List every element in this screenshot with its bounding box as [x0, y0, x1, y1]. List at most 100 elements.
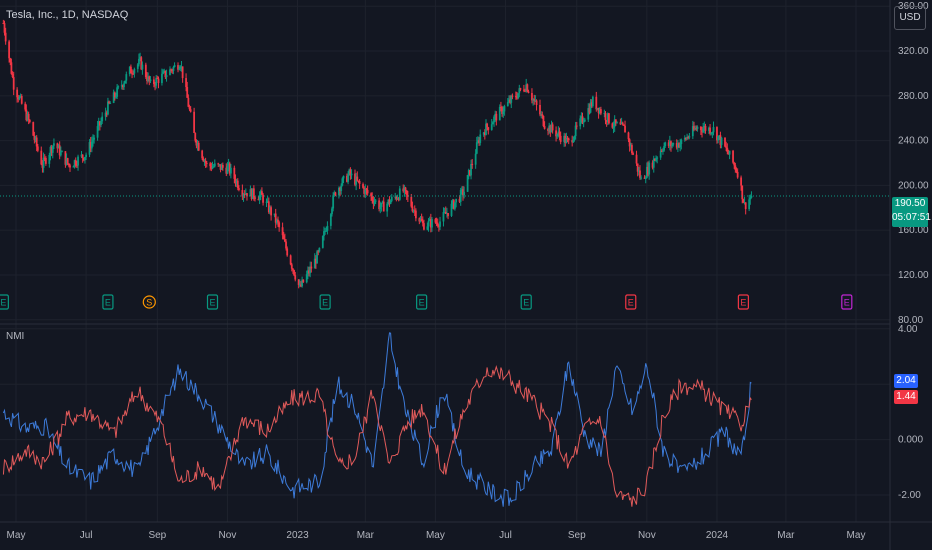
candle-body: [356, 176, 359, 181]
candle-body: [444, 212, 447, 214]
candle-body: [294, 275, 297, 280]
candle-body: [161, 73, 163, 84]
candle-body: [178, 68, 181, 70]
nmi-axis-labels: -2.00 0.000 4.00: [898, 324, 923, 501]
candle-body: [621, 122, 624, 125]
symbol-title[interactable]: Tesla, Inc., 1D, NASDAQ: [6, 9, 129, 21]
candle-body: [379, 206, 382, 210]
candle-body: [35, 137, 38, 147]
candle-body: [44, 157, 47, 164]
candle-body: [643, 177, 646, 179]
candle-body: [278, 222, 281, 228]
candle-body: [362, 184, 364, 188]
candle-body: [404, 187, 407, 191]
candle-body: [146, 77, 148, 81]
candle-body: [331, 208, 333, 215]
candle-body: [691, 126, 694, 137]
time-tick-label: Mar: [777, 530, 795, 541]
candle-body: [3, 23, 6, 33]
earnings-marker[interactable]: E: [206, 294, 219, 310]
candle-body: [10, 62, 13, 74]
candle-body: [227, 163, 230, 167]
candle-body: [556, 133, 559, 137]
candle-body: [519, 88, 522, 90]
candle-body: [305, 274, 308, 283]
candle-body: [339, 187, 341, 191]
candle-body: [402, 188, 405, 192]
candle-body: [32, 122, 35, 136]
candle-body: [575, 125, 578, 127]
candle-body: [450, 203, 453, 216]
earnings-marker[interactable]: E: [416, 294, 428, 310]
candle-body: [411, 206, 414, 212]
svg-text:E: E: [628, 298, 634, 308]
indicator-name[interactable]: NMI: [6, 331, 25, 342]
candle-body: [373, 201, 376, 204]
candle-body: [428, 218, 431, 221]
candle-body: [451, 200, 454, 204]
candle-body: [308, 270, 310, 274]
candle-body: [394, 196, 397, 198]
candle-body: [225, 167, 228, 174]
candle-body: [378, 200, 381, 210]
earnings-marker[interactable]: E: [737, 294, 749, 310]
candle-body: [162, 71, 164, 74]
candle-body: [509, 99, 512, 103]
candle-body: [733, 162, 736, 166]
candle-body: [212, 166, 215, 168]
candle-body: [34, 137, 37, 140]
candle-body: [27, 113, 30, 120]
candle-body: [447, 213, 449, 216]
candle-body: [293, 270, 295, 276]
candle-body: [100, 121, 102, 126]
candle-body: [652, 158, 655, 168]
candle-body: [144, 64, 147, 78]
time-tick-label: Jul: [80, 530, 93, 541]
time-axis-labels: May Jul Sep Nov 2023 Mar May Jul Sep Nov 2024 Mar Ma…: [7, 530, 866, 541]
candle-body: [557, 131, 560, 134]
candle-body: [33, 135, 36, 140]
currency-button[interactable]: USD: [894, 6, 926, 30]
price-pane-grid: [0, 0, 890, 522]
candle-body: [221, 165, 224, 168]
candle-body: [406, 194, 409, 197]
candle-body: [93, 137, 96, 140]
candle-body: [16, 89, 19, 98]
candle-body: [90, 141, 93, 149]
candle-body: [40, 150, 43, 165]
candle-body: [213, 163, 216, 167]
candle-body: [740, 177, 742, 186]
candle-body: [420, 218, 423, 222]
candle-body: [734, 165, 737, 170]
candle-body: [286, 248, 289, 256]
earnings-marker[interactable]: E: [102, 294, 114, 310]
candle-body: [289, 255, 292, 265]
split-marker[interactable]: S: [142, 295, 156, 309]
candle-body: [651, 162, 654, 168]
candle-body: [346, 175, 348, 182]
earnings-marker[interactable]: E: [625, 294, 637, 310]
candle-body: [195, 140, 198, 146]
last-price-value: 190.50: [894, 198, 926, 209]
earnings-marker[interactable]: E: [520, 294, 532, 310]
candle-body: [654, 158, 656, 161]
candle-body: [693, 126, 695, 130]
candle-body: [241, 189, 244, 197]
earnings-marker[interactable]: E: [0, 294, 9, 310]
candle-body: [50, 146, 53, 153]
candle-body: [724, 137, 726, 147]
candle-body: [152, 79, 155, 85]
candle-body: [202, 158, 205, 162]
earnings-marker[interactable]: E: [841, 294, 853, 310]
candle-body: [527, 91, 530, 93]
candle-body: [648, 162, 651, 175]
candle-body: [474, 153, 477, 165]
candle-body: [77, 156, 79, 166]
candle-body: [333, 192, 336, 196]
candle-body: [466, 175, 469, 192]
earnings-marker[interactable]: E: [319, 294, 331, 310]
candle-body: [204, 160, 207, 163]
candle-body: [28, 119, 31, 123]
